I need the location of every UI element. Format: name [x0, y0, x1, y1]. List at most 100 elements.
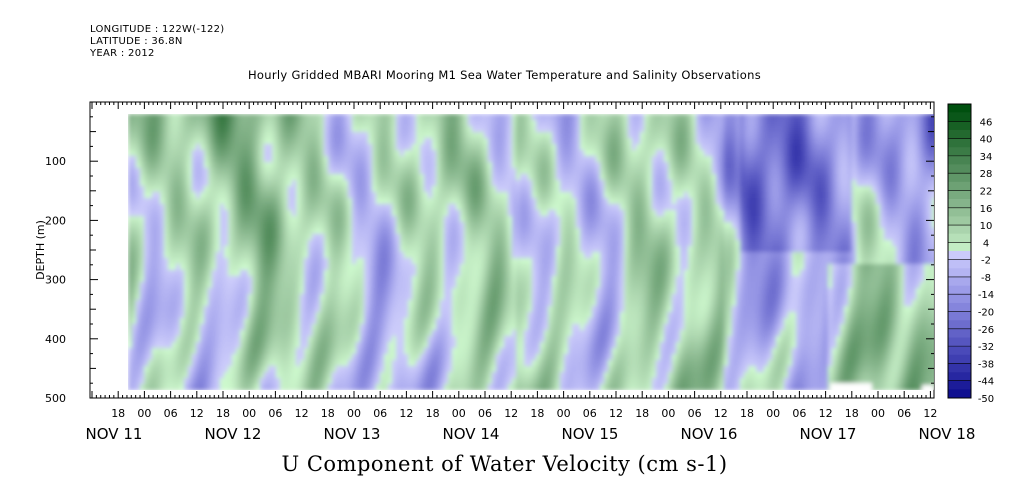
- heatmap-cell: [380, 210, 385, 217]
- heatmap-cell: [832, 192, 837, 199]
- heatmap-cell: [580, 138, 585, 145]
- heatmap-cell: [128, 192, 133, 199]
- heatmap-cell: [256, 156, 261, 163]
- heatmap-cell: [448, 114, 453, 121]
- heatmap-cell: [864, 216, 869, 223]
- heatmap-cell: [900, 186, 905, 193]
- heatmap-cell: [184, 156, 189, 163]
- heatmap-cell: [224, 234, 229, 241]
- heatmap-cell: [136, 168, 141, 175]
- heatmap-cell: [784, 186, 789, 193]
- heatmap-cell: [160, 150, 165, 157]
- heatmap-cell: [136, 222, 141, 229]
- heatmap-cell: [488, 114, 493, 121]
- heatmap-cell: [192, 222, 197, 229]
- heatmap-cell: [848, 144, 853, 151]
- heatmap-cell: [512, 252, 517, 259]
- heatmap-cell: [484, 258, 489, 265]
- heatmap-cell: [844, 180, 849, 187]
- heatmap-cell: [760, 210, 765, 217]
- heatmap-cell: [600, 204, 605, 211]
- heatmap-cell: [360, 180, 365, 187]
- heatmap-cell: [324, 186, 329, 193]
- heatmap-cell: [248, 138, 253, 145]
- heatmap-cell: [596, 198, 601, 205]
- heatmap-cell: [388, 138, 393, 145]
- heatmap-cell: [264, 192, 269, 199]
- heatmap-cell: [408, 138, 413, 145]
- heatmap-cell: [636, 162, 641, 169]
- heatmap-cell: [792, 222, 797, 229]
- heatmap-cell: [508, 138, 513, 145]
- heatmap-cell: [856, 204, 861, 211]
- heatmap-cell: [552, 222, 557, 229]
- heatmap-cell: [516, 186, 521, 193]
- heatmap-cell: [156, 114, 161, 121]
- heatmap-cell: [368, 156, 373, 163]
- heatmap-cell: [228, 258, 233, 265]
- heatmap-cell: [368, 180, 373, 187]
- heatmap-cell: [672, 222, 677, 229]
- heatmap-cell: [608, 198, 613, 205]
- heatmap-cell: [632, 210, 637, 217]
- heatmap-cell: [856, 174, 861, 181]
- heatmap-cell: [232, 126, 237, 133]
- heatmap-cell: [132, 192, 137, 199]
- heatmap-cell: [860, 168, 865, 175]
- heatmap-cell: [900, 150, 905, 157]
- heatmap-cell: [220, 168, 225, 175]
- heatmap-cell: [568, 144, 573, 151]
- heatmap-cell: [360, 216, 365, 223]
- heatmap-cell: [664, 168, 669, 175]
- heatmap-cell: [540, 120, 545, 127]
- heatmap-cell: [500, 252, 505, 259]
- heatmap-cell: [260, 138, 265, 145]
- heatmap-cell: [496, 216, 501, 223]
- heatmap-cell: [296, 174, 301, 181]
- heatmap-cell: [204, 228, 209, 235]
- heatmap-cell: [524, 120, 529, 127]
- heatmap-cell: [416, 174, 421, 181]
- heatmap-cell: [740, 210, 745, 217]
- heatmap-cell: [604, 228, 609, 235]
- heatmap-cell: [584, 168, 589, 175]
- heatmap-cell: [700, 114, 705, 121]
- heatmap-cell: [376, 174, 381, 181]
- heatmap-cell: [204, 216, 209, 223]
- heatmap-cell: [384, 162, 389, 169]
- heatmap-cell: [164, 222, 169, 229]
- heatmap-cell: [832, 198, 837, 205]
- heatmap-cell: [644, 114, 649, 121]
- heatmap-cell: [644, 192, 649, 199]
- heatmap-cell: [380, 252, 385, 259]
- heatmap-cell: [268, 216, 273, 223]
- heatmap-cell: [460, 174, 465, 181]
- heatmap-cell: [656, 144, 661, 151]
- heatmap-cell: [464, 204, 469, 211]
- heatmap-cell: [516, 240, 521, 247]
- heatmap-cell: [512, 222, 517, 229]
- heatmap-cell: [236, 252, 241, 259]
- heatmap-cell: [228, 156, 233, 163]
- heatmap-cell: [204, 132, 209, 139]
- heatmap-cell: [812, 162, 817, 169]
- heatmap-cell: [324, 138, 329, 145]
- heatmap-cell: [132, 204, 137, 211]
- heatmap-cell: [828, 120, 833, 127]
- heatmap-cell: [608, 114, 613, 121]
- heatmap-cell: [412, 168, 417, 175]
- heatmap-cell: [264, 156, 269, 163]
- heatmap-cell: [904, 222, 909, 229]
- heatmap-cell: [520, 120, 525, 127]
- heatmap-cell: [692, 114, 697, 121]
- heatmap-cell: [780, 186, 785, 193]
- heatmap-cell: [432, 156, 437, 163]
- heatmap-cell: [200, 132, 205, 139]
- heatmap-cell: [712, 240, 717, 247]
- heatmap-cell: [880, 168, 885, 175]
- heatmap-cell: [380, 216, 385, 223]
- heatmap-cell: [316, 126, 321, 133]
- heatmap-cell: [340, 156, 345, 163]
- heatmap-cell: [568, 126, 573, 133]
- heatmap-cell: [296, 150, 301, 157]
